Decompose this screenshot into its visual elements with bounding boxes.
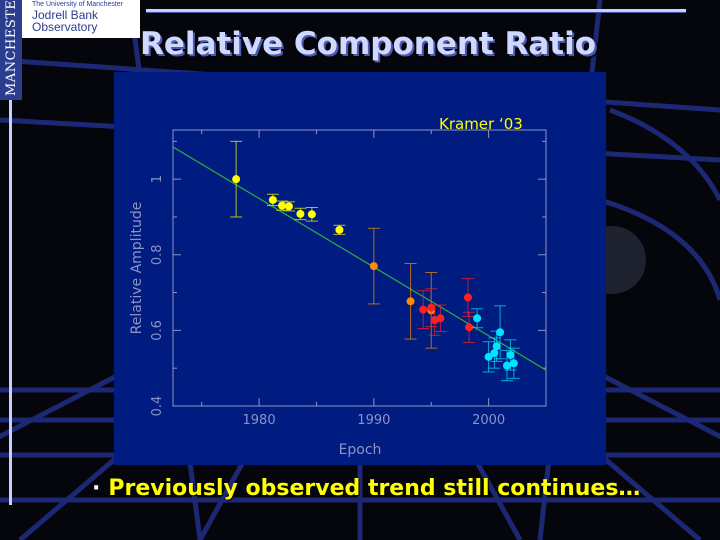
plot-frame	[172, 129, 547, 407]
y-axis-label: Relative Amplitude	[129, 202, 145, 335]
data-point	[490, 349, 499, 358]
x-axis-label: Epoch	[339, 442, 382, 458]
data-point	[406, 297, 415, 306]
data-point	[307, 210, 316, 219]
data-point	[369, 262, 378, 271]
data-point	[506, 350, 515, 359]
data-point	[465, 323, 474, 332]
y-tick-label: 1	[150, 175, 165, 183]
data-point	[427, 303, 436, 312]
data-point	[473, 314, 482, 323]
logo-vertical-band: MANCHESTER	[0, 0, 22, 100]
x-tick-label: 2000	[472, 413, 505, 428]
data-point	[232, 175, 241, 184]
x-tick-label: 1990	[357, 413, 390, 428]
chart-panel: 1980 1990 2000 0.4 0.6 0.8 1 Kramer ‘03 Epoch …	[114, 72, 606, 465]
logo-vertical-text: MANCHESTER	[4, 0, 19, 96]
logo-observatory-name: Jodrell Bank Observatory	[32, 8, 99, 34]
logo-university-name: The University of Manchester	[32, 1, 124, 8]
y-tick-label: 0.8	[150, 244, 165, 265]
data-point	[463, 293, 472, 302]
y-tick-label: 0.6	[150, 320, 165, 341]
data-point	[335, 225, 344, 234]
bullet-point: · Previously observed trend still continu…	[92, 476, 640, 501]
data-point	[284, 202, 293, 211]
data-point	[419, 305, 428, 314]
data-point	[268, 195, 277, 204]
data-point	[496, 328, 505, 337]
data-point	[436, 314, 445, 323]
x-tick-label: 1980	[243, 413, 276, 428]
data-point	[484, 352, 493, 361]
data-point	[278, 201, 287, 210]
top-divider	[146, 9, 686, 13]
y-tick-label: 0.4	[150, 396, 165, 417]
slide-title: Relative Component Ratio	[140, 26, 597, 62]
bullet-text: Previously observed trend still continue…	[108, 476, 641, 501]
data-point	[296, 209, 305, 218]
data-point	[502, 361, 511, 370]
left-divider	[9, 100, 12, 505]
university-logo: MANCHESTER The University of Manchester …	[0, 0, 140, 100]
bullet-marker: ·	[92, 476, 101, 501]
data-point	[509, 359, 518, 368]
chart-annotation: Kramer ‘03	[439, 115, 523, 133]
fit-line	[172, 146, 547, 371]
data-point	[492, 342, 501, 351]
